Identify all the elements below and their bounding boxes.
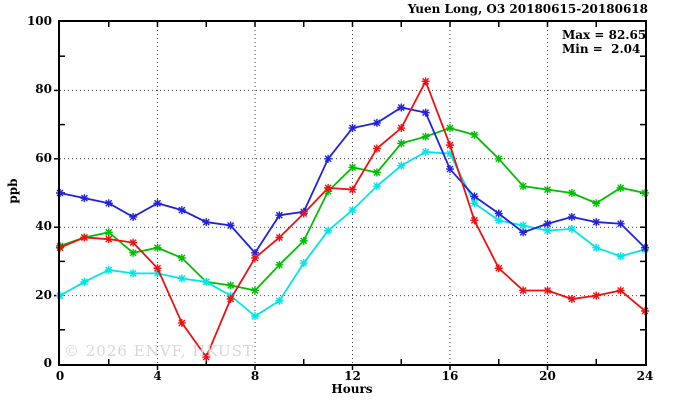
y-axis-label: ppb bbox=[6, 178, 20, 204]
x-tick-label: 24 bbox=[636, 369, 654, 383]
plot-border bbox=[58, 20, 647, 366]
y-tick-label: 40 bbox=[35, 219, 52, 234]
max-annotation: Max = 82.65 bbox=[562, 28, 647, 42]
y-tick-label: 0 bbox=[43, 356, 52, 370]
series-markers-blue bbox=[56, 103, 649, 257]
y-tick-label: 60 bbox=[35, 150, 52, 165]
y-tick-label: 80 bbox=[35, 82, 52, 97]
x-tick-label: 12 bbox=[344, 369, 361, 383]
watermark: © 2026 ENVF, HKUST bbox=[64, 342, 254, 360]
y-tick-label: 100 bbox=[26, 14, 52, 28]
y-tick-label: 20 bbox=[35, 287, 52, 302]
x-tick-label: 4 bbox=[153, 369, 162, 383]
chart-title: Yuen Long, O3 20180615-20180618 bbox=[407, 2, 648, 16]
x-tick-label: 16 bbox=[441, 369, 459, 383]
x-tick-label: 20 bbox=[539, 369, 556, 383]
x-tick-label: 8 bbox=[250, 369, 260, 383]
x-tick-label: 0 bbox=[55, 369, 65, 383]
min-annotation: Min = 2.04 bbox=[562, 42, 641, 56]
x-axis-label: Hours bbox=[331, 382, 373, 396]
